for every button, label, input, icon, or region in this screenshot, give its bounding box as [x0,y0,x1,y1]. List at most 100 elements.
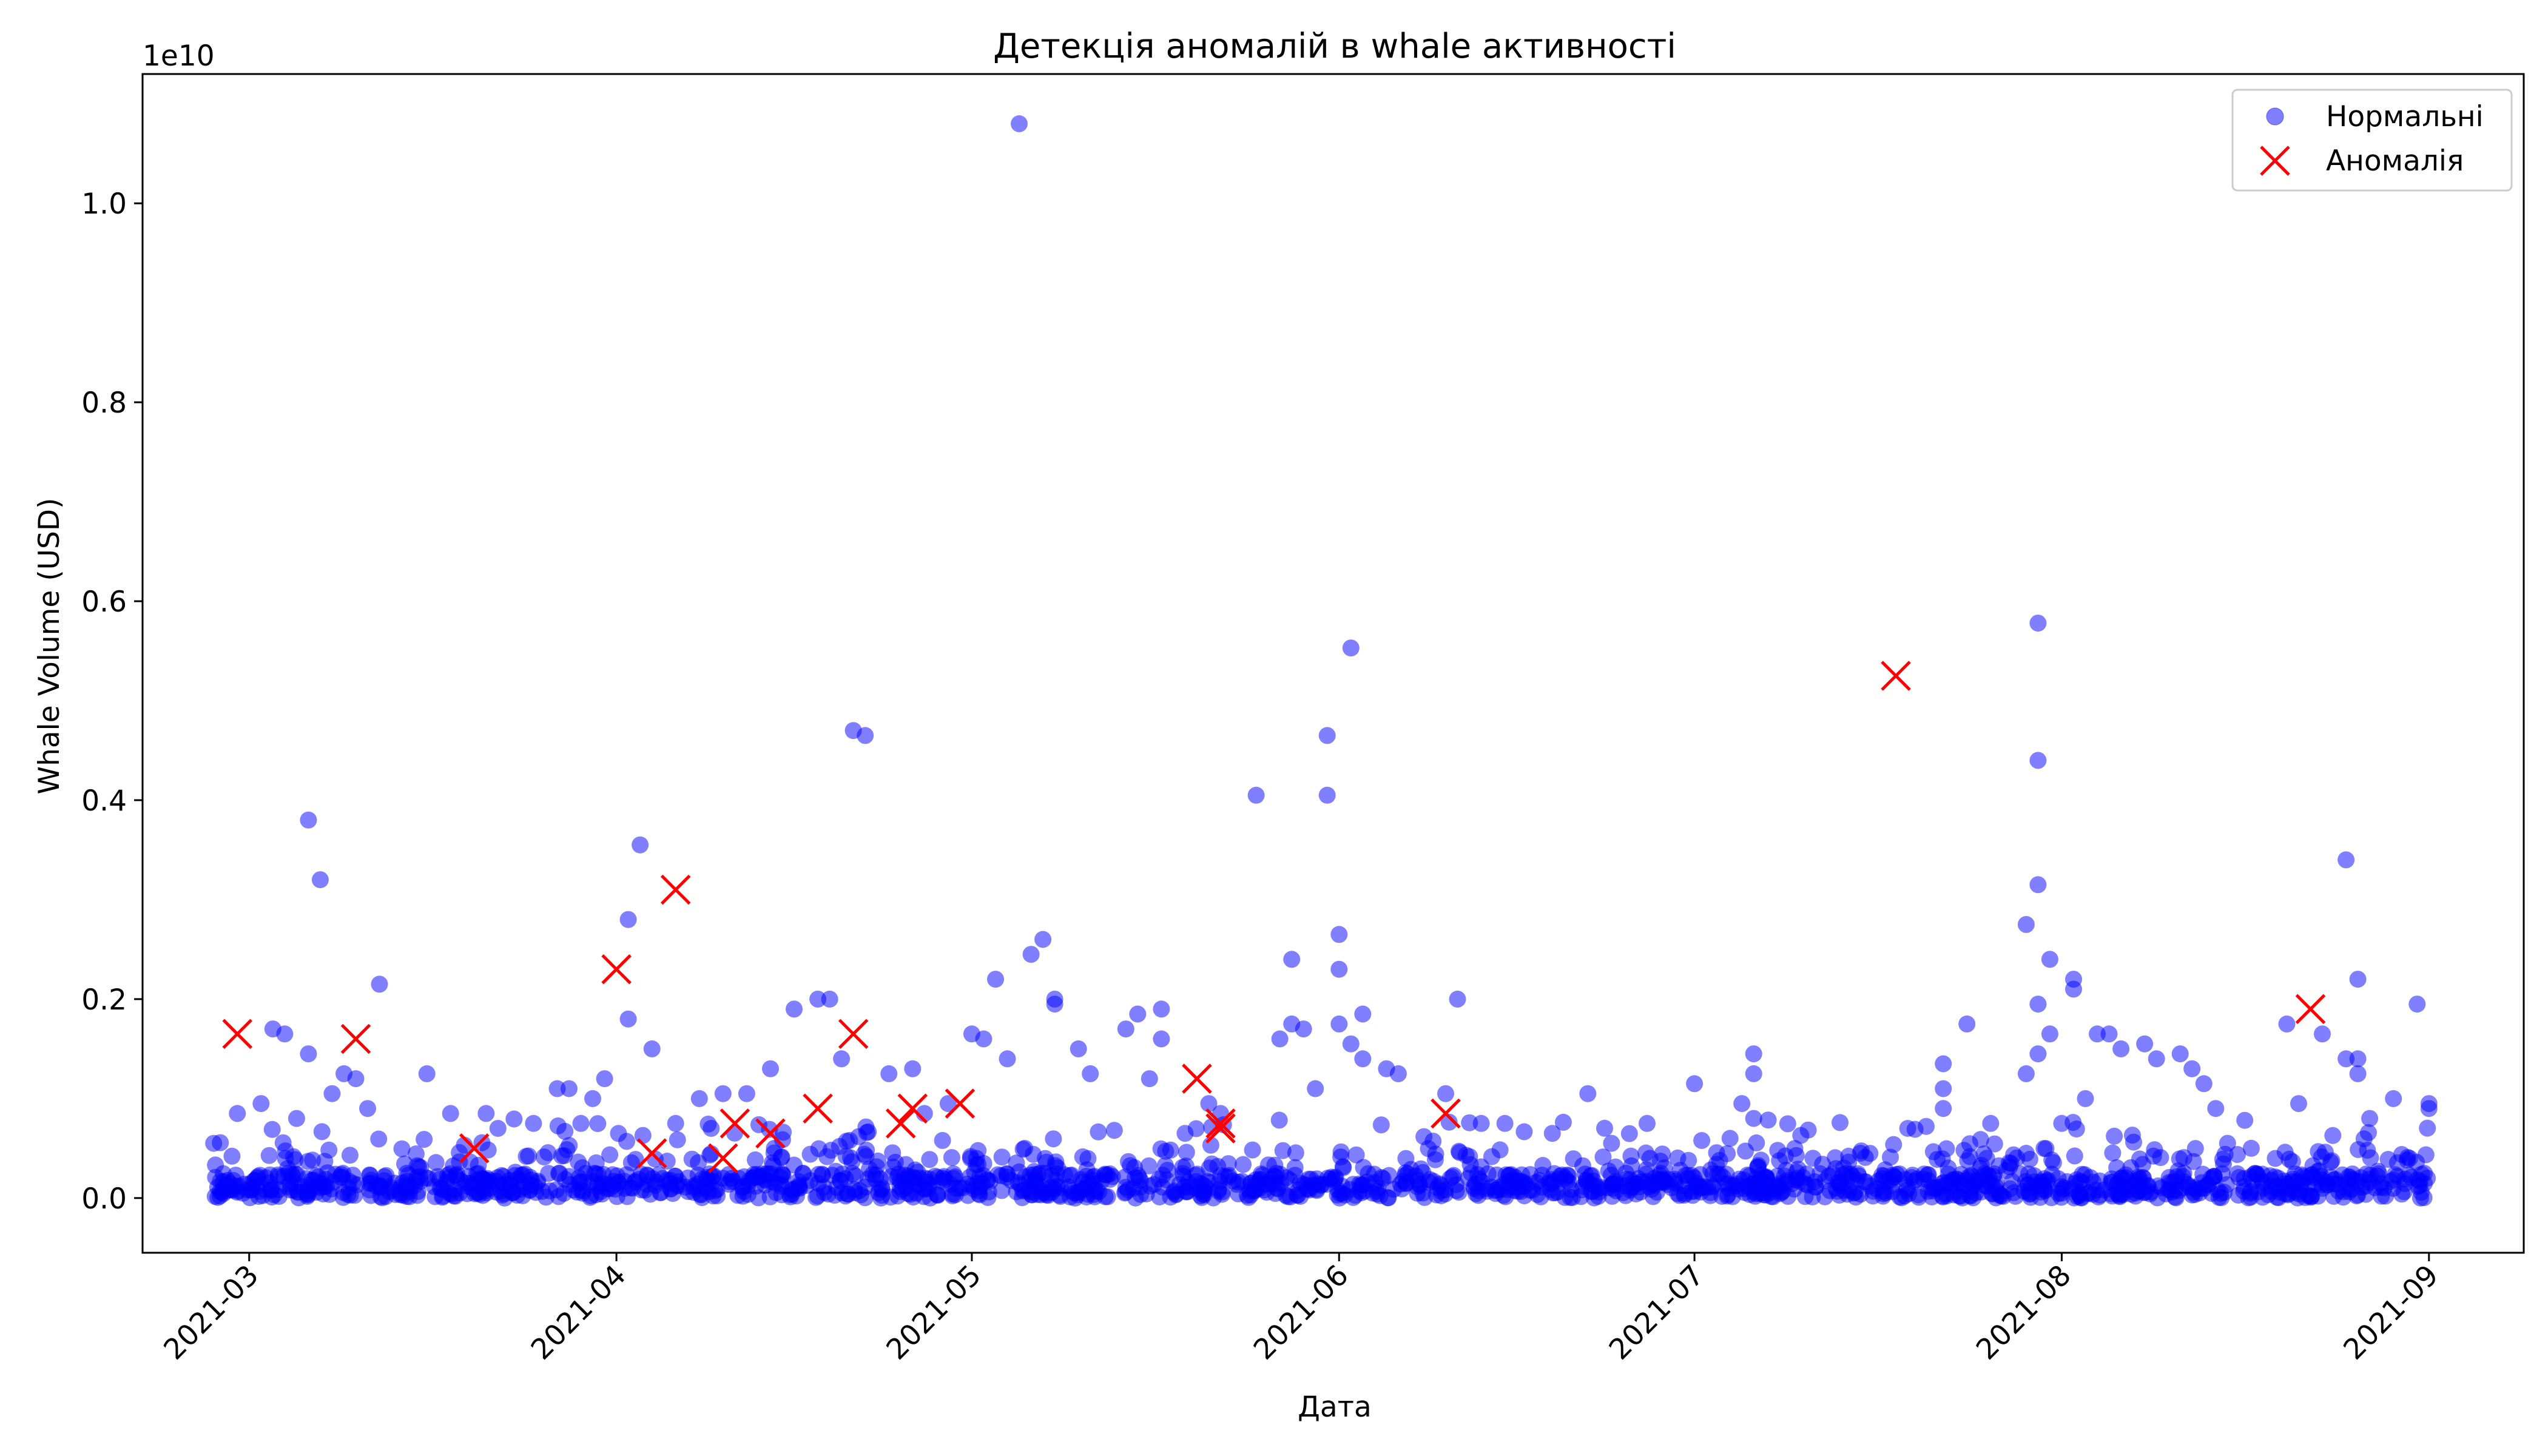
normal-point [1845,1184,1862,1202]
normal-point [1986,1135,2003,1153]
normal-point [2077,1090,2094,1107]
normal-point [964,1177,981,1195]
normal-point [359,1100,376,1117]
normal-point [1639,1114,1656,1132]
normal-point [2219,1134,2236,1152]
normal-point [1827,1160,1845,1178]
normal-point [1120,1153,1137,1170]
legend-marker-anomaly [2260,146,2290,176]
normal-point [1691,1166,1709,1184]
normal-point [252,1095,270,1113]
anomaly-stroke [1205,1113,1236,1144]
normal-point [346,1187,363,1204]
anomaly-stroke [1205,1108,1236,1139]
normal-point [1646,1175,1663,1191]
normal-point [690,1154,707,1171]
normal-point [2341,1168,2359,1186]
normal-point [2175,1164,2192,1182]
normal-point [929,1186,946,1204]
anomaly-point [1881,661,1911,691]
normal-point [1759,1111,1777,1129]
normal-point [1919,1172,1937,1190]
normal-point [1380,1167,1398,1184]
normal-point [1457,1147,1475,1164]
normal-point [1449,990,1466,1008]
normal-point [2055,1179,2073,1197]
normal-point [2103,1170,2120,1188]
normal-point [765,1144,783,1162]
normal-point [1178,1144,1195,1161]
anomaly-stroke [459,1133,490,1164]
normal-point [1177,1158,1195,1175]
normal-point [2106,1127,2123,1145]
normal-point [1129,1005,1147,1023]
normal-point [1852,1145,1869,1162]
normal-point [2029,615,2047,632]
normal-point [840,1185,857,1203]
anomaly-point [222,1019,252,1050]
normal-point [260,1147,278,1164]
normal-point [1972,1131,1989,1148]
normal-point [1786,1140,1804,1158]
normal-point [1283,951,1301,968]
anomaly-point [601,954,632,985]
normal-point [1330,1015,1348,1033]
anomaly-point [945,1088,976,1119]
normal-point [1300,1170,1318,1188]
normal-point [2007,1188,2024,1205]
normal-point [708,1181,726,1198]
normal-point [2175,1149,2192,1167]
normal-point [1752,1173,1770,1190]
anomaly-stroke [340,1023,371,1054]
normal-point [814,1165,831,1183]
normal-point [761,1188,779,1205]
normal-point [1295,1020,1312,1038]
anomaly-point [838,1019,869,1050]
normal-point [341,1147,359,1164]
normal-point [1409,1184,1426,1202]
legend-box [2231,89,2513,192]
normal-point [1512,1182,1530,1200]
normal-point [2136,1035,2154,1053]
normal-point [1737,1142,1754,1160]
y-tick-label: 1.0 [81,187,127,221]
normal-point [447,1187,464,1205]
normal-point [556,1147,573,1164]
normal-point [757,1171,775,1189]
normal-point [377,1167,395,1184]
anomaly-point [636,1138,667,1168]
y-tick-label: 0.6 [81,585,127,619]
normal-point [288,1110,305,1127]
normal-point [1090,1123,1107,1141]
anomaly-stroke [1431,1098,1461,1129]
normal-point [2314,1025,2331,1043]
normal-point [489,1120,507,1137]
normal-point [690,1090,708,1107]
normal-point [1935,1055,1952,1073]
anomaly-stroke [885,1108,916,1139]
normal-point [1721,1130,1739,1147]
normal-point [2236,1111,2254,1129]
normal-point [2066,1147,2083,1165]
normal-point [1483,1148,1500,1165]
normal-point [513,1167,530,1184]
normal-point [362,1171,380,1189]
normal-point [2029,1045,2047,1063]
normal-point [1959,1152,1977,1170]
normal-point [2386,1166,2404,1184]
normal-point [1739,1166,1756,1184]
normal-point [667,1114,684,1132]
anomaly-point [720,1108,750,1139]
normal-point [1272,1175,1289,1192]
normal-point [540,1165,558,1182]
normal-point [831,1138,848,1155]
anomaly-point [459,1133,490,1164]
normal-point [574,1182,592,1200]
normal-point [1331,1185,1349,1202]
normal-point [1037,1153,1055,1171]
normal-point [738,1085,755,1102]
normal-point [1393,1180,1410,1198]
normal-point [495,1175,513,1193]
normal-point [2171,1045,2189,1063]
normal-point [1200,1095,1218,1113]
